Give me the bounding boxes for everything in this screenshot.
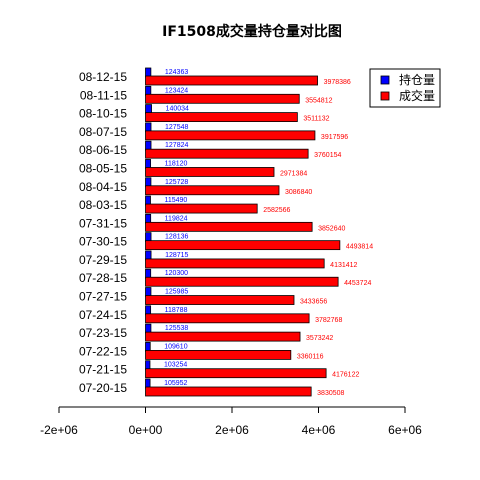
data-label-volume: 3760154 xyxy=(314,152,341,159)
data-label-volume: 3573242 xyxy=(306,335,333,342)
data-label-volume: 2582566 xyxy=(263,207,290,214)
category-label: 08-07-15 xyxy=(79,125,127,139)
data-label-holding: 124363 xyxy=(165,69,188,76)
data-label-holding: 105952 xyxy=(164,380,187,387)
data-label-volume: 3782768 xyxy=(315,317,342,324)
category-label: 07-28-15 xyxy=(79,271,127,285)
data-label-volume: 3086840 xyxy=(285,189,312,196)
bar-volume xyxy=(145,368,327,379)
legend-label-holding: 持仓量 xyxy=(399,72,435,87)
data-label-holding: 109610 xyxy=(164,343,187,350)
legend-label-volume: 成交量 xyxy=(399,88,435,103)
category-label: 08-12-15 xyxy=(79,70,127,84)
bar-volume xyxy=(145,258,325,269)
bar-volume xyxy=(145,386,312,397)
bar-volume xyxy=(145,93,300,104)
data-label-volume: 3852640 xyxy=(318,225,345,232)
data-label-volume: 4453724 xyxy=(344,280,371,287)
bar-volume xyxy=(145,276,339,287)
x-tick-label: 6e+06 xyxy=(388,423,422,437)
data-label-volume: 4131412 xyxy=(330,262,357,269)
bar-volume xyxy=(145,185,280,196)
data-label-holding: 125985 xyxy=(165,289,188,296)
category-label: 08-10-15 xyxy=(79,107,127,121)
data-label-volume: 3511132 xyxy=(303,116,329,123)
bar-volume xyxy=(145,203,258,214)
data-label-holding: 123424 xyxy=(165,87,188,94)
x-axis: -2e+06 0e+00 2e+06 4e+06 6e+06 xyxy=(40,406,422,437)
bar-volume xyxy=(145,75,318,86)
x-tick-label: 4e+06 xyxy=(302,423,336,437)
category-label: 07-24-15 xyxy=(79,308,127,322)
data-label-holding: 120300 xyxy=(165,270,188,277)
category-label: 07-23-15 xyxy=(79,326,127,340)
legend-swatch-volume xyxy=(380,91,390,101)
category-label: 08-03-15 xyxy=(79,198,127,212)
data-label-holding: 118788 xyxy=(165,307,188,314)
data-label-holding: 103254 xyxy=(164,362,187,369)
bar-volume xyxy=(145,313,310,324)
data-label-volume: 4176122 xyxy=(332,372,359,379)
chart-title: IF1508成交量持仓量对比图 xyxy=(162,23,342,40)
category-label: 07-30-15 xyxy=(79,235,127,249)
data-label-holding: 115490 xyxy=(164,197,187,204)
data-label-volume: 3830508 xyxy=(317,390,344,397)
x-tick-label: 0e+00 xyxy=(129,423,163,437)
bars-group: 105952 3830508 103254 4176122 109610 3360116 1… xyxy=(145,67,373,397)
legend-box xyxy=(369,68,441,108)
category-label: 07-21-15 xyxy=(79,363,127,377)
data-label-volume: 3360116 xyxy=(297,353,324,360)
data-label-holding: 125538 xyxy=(165,325,188,332)
data-label-holding: 125728 xyxy=(165,179,188,186)
category-label: 08-05-15 xyxy=(79,161,127,175)
data-label-volume: 3433656 xyxy=(300,299,327,306)
data-label-holding: 128715 xyxy=(165,252,188,259)
bar-volume xyxy=(145,148,309,159)
category-label: 07-22-15 xyxy=(79,344,127,358)
data-label-holding: 119824 xyxy=(165,215,188,222)
data-label-volume: 3978386 xyxy=(324,79,351,86)
category-label: 07-20-15 xyxy=(79,381,127,395)
category-label: 08-04-15 xyxy=(79,180,127,194)
category-label: 08-06-15 xyxy=(79,143,127,157)
bar-volume xyxy=(145,240,341,251)
legend: 持仓量 成交量 xyxy=(369,68,441,108)
data-label-volume: 4493814 xyxy=(346,244,373,251)
bar-volume xyxy=(145,295,295,305)
data-label-volume: 2971384 xyxy=(280,170,307,177)
data-label-holding: 140034 xyxy=(166,106,189,113)
bar-volume xyxy=(145,112,298,122)
legend-swatch-holding xyxy=(380,75,390,85)
data-label-holding: 128136 xyxy=(165,234,188,241)
x-tick-label: 2e+06 xyxy=(215,423,249,437)
bar-volume xyxy=(145,221,313,232)
data-label-holding: 118120 xyxy=(165,160,188,167)
x-tick-label: -2e+06 xyxy=(40,423,78,437)
category-label: 07-29-15 xyxy=(79,253,127,267)
bar-volume xyxy=(145,167,275,177)
data-label-holding: 127548 xyxy=(165,124,188,131)
bar-volume xyxy=(145,350,292,360)
bar-volume xyxy=(145,130,316,141)
category-label: 08-11-15 xyxy=(80,88,127,102)
category-label: 07-27-15 xyxy=(79,290,127,304)
bar-volume xyxy=(145,331,301,342)
category-labels: 07-20-15 07-21-15 07-22-15 07-23-15 07-24-15… xyxy=(79,70,127,395)
data-label-holding: 127824 xyxy=(165,142,188,149)
data-label-volume: 3917596 xyxy=(321,134,348,141)
category-label: 07-31-15 xyxy=(79,216,127,230)
data-label-volume: 3554812 xyxy=(305,97,332,104)
